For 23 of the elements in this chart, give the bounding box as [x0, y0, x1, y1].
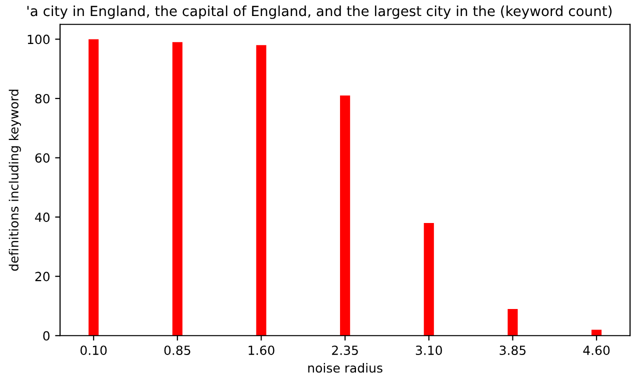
x-tick-label: 3.85 — [500, 346, 526, 356]
y-axis-title: definitions including keyword — [8, 90, 21, 271]
x-tick-label: 3.10 — [416, 346, 442, 356]
x-tick-label: 0.85 — [164, 346, 190, 356]
x-tick-label: 2.35 — [332, 346, 358, 356]
bar — [508, 308, 518, 336]
bar — [424, 222, 434, 336]
bar — [340, 96, 350, 336]
bar — [88, 39, 99, 336]
y-tick-label: 100 — [28, 34, 50, 44]
x-tick-label: 4.60 — [583, 346, 610, 356]
y-tick-label: 20 — [35, 272, 50, 282]
bar — [591, 330, 602, 336]
bar — [256, 45, 266, 336]
y-tick-label: 40 — [35, 212, 50, 222]
x-axis-title: noise radius — [308, 363, 382, 373]
x-tick-label: 1.60 — [248, 346, 274, 356]
chart-title: 'a city in England, the capital of England, and the largest city in the (keyword count) — [27, 5, 612, 19]
bar — [172, 42, 182, 336]
y-tick-label: 0 — [43, 331, 50, 341]
y-tick-label: 60 — [35, 153, 50, 163]
x-tick-label: 0.10 — [80, 346, 107, 356]
y-tick-label: 80 — [35, 94, 50, 104]
